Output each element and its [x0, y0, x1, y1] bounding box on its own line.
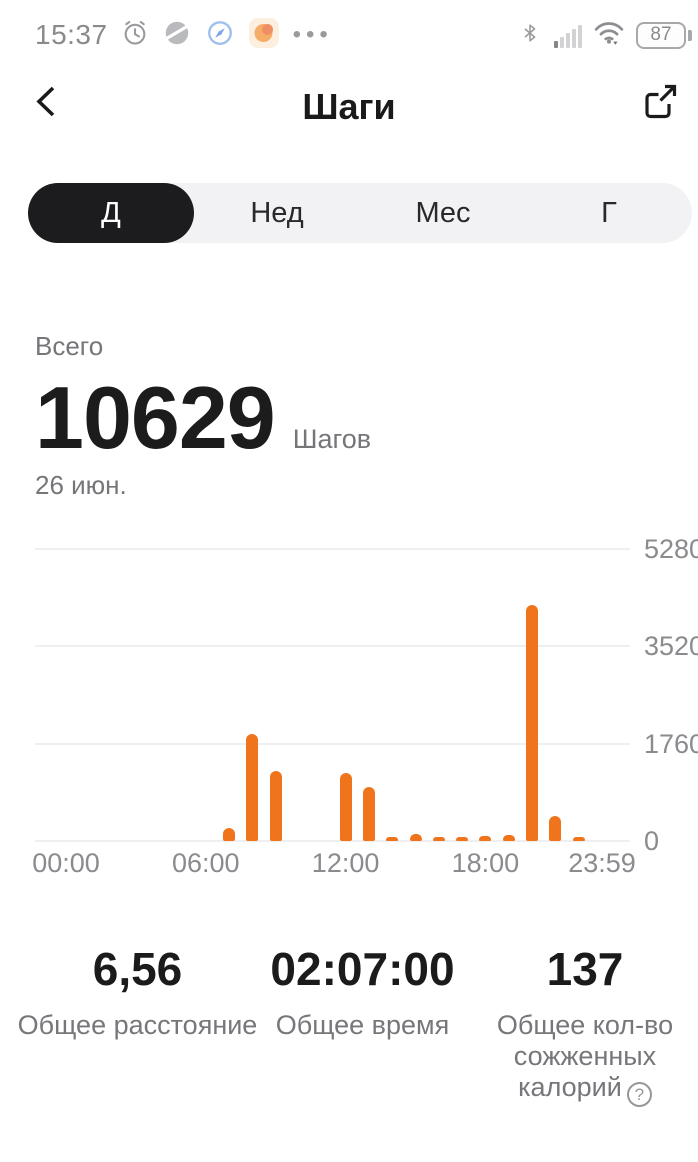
- total-steps-unit: Шагов: [292, 424, 372, 454]
- x-axis-tick-label: 23:59: [568, 848, 636, 878]
- alarm-icon: [121, 19, 149, 52]
- ellipsis-icon: •••: [292, 21, 333, 48]
- tab-day[interactable]: Д: [28, 183, 194, 243]
- chart-bar[interactable]: [386, 837, 399, 841]
- header: Шаги: [0, 78, 698, 136]
- y-axis-tick-label: 0: [644, 826, 660, 856]
- distance-label: Общее расстояние: [17, 1010, 258, 1040]
- status-bar-left: 15:37: [35, 17, 346, 54]
- stat-time: 02:07:00 Общее время: [245, 946, 480, 1041]
- battery-percent: 87: [636, 21, 686, 49]
- gridline: [35, 548, 630, 550]
- time-value: 02:07:00: [270, 943, 455, 995]
- tab-year[interactable]: Г: [601, 196, 617, 229]
- period-tabs: Д Нед Мес Г: [28, 183, 692, 243]
- stat-distance: 6,56 Общее расстояние: [10, 946, 265, 1041]
- status-bar: 15:37: [0, 12, 698, 58]
- y-axis-tick-label: 1760: [644, 728, 698, 759]
- chart-bar[interactable]: [456, 837, 469, 841]
- share-icon: [640, 81, 680, 124]
- page-title: Шаги: [302, 86, 396, 127]
- status-time: 15:37: [35, 19, 108, 50]
- share-button[interactable]: [638, 80, 682, 124]
- wifi-icon: [593, 19, 625, 51]
- signal-icon: [552, 22, 582, 48]
- chart-bar[interactable]: [479, 836, 492, 841]
- x-axis-tick-label: 06:00: [172, 848, 240, 878]
- chart-bar[interactable]: [409, 834, 422, 841]
- back-button[interactable]: [26, 80, 70, 124]
- chart-bar[interactable]: [339, 773, 352, 841]
- distance-value: 6,56: [92, 943, 183, 995]
- chart-bar[interactable]: [223, 828, 236, 841]
- planet-icon: [162, 18, 192, 53]
- x-axis-tick-label: 00:00: [32, 848, 100, 878]
- chevron-left-icon: [28, 81, 68, 124]
- gridline: [35, 645, 630, 648]
- calories-value: 137: [546, 943, 624, 995]
- chart-bar[interactable]: [526, 605, 538, 841]
- app-notification-icon: [248, 17, 280, 54]
- tab-month[interactable]: Мес: [415, 196, 471, 229]
- chart-bar[interactable]: [269, 771, 282, 841]
- chart-bar[interactable]: [502, 835, 515, 841]
- chart-bar[interactable]: [362, 787, 375, 841]
- total-label: Всего: [35, 331, 104, 361]
- calories-label: Общее кол-во сожженных калорий?: [478, 1010, 692, 1107]
- status-bar-right: 87: [508, 19, 692, 51]
- chart-bar[interactable]: [246, 734, 259, 841]
- y-axis-tick-label: 5280: [644, 534, 698, 564]
- date-label: 26 июн.: [35, 470, 127, 500]
- battery-icon: 87: [636, 21, 692, 49]
- y-axis-tick-label: 3520: [644, 631, 698, 662]
- steps-bar-chart[interactable]: 5280 3520 1760 0 00:00 06:00 12:00 18:00 23:59: [0, 534, 698, 900]
- total-row: 10629 Шагов: [35, 374, 371, 462]
- x-axis-tick-label: 18:00: [451, 848, 520, 878]
- chart-bar[interactable]: [549, 816, 562, 841]
- gridline: [35, 742, 630, 745]
- tab-week[interactable]: Нед: [250, 196, 304, 229]
- compass-icon: [205, 18, 235, 53]
- bluetooth-icon: [519, 20, 541, 51]
- battery-nub: [688, 29, 692, 41]
- stat-calories: 137 Общее кол-во сожженных калорий?: [478, 946, 692, 1107]
- chart-bar[interactable]: [572, 837, 585, 841]
- chart-bar[interactable]: [432, 837, 445, 841]
- help-icon[interactable]: ?: [626, 1082, 652, 1107]
- time-label: Общее время: [275, 1010, 450, 1040]
- total-steps-value: 10629: [35, 368, 276, 467]
- gridline: [35, 840, 630, 842]
- x-axis-tick-label: 12:00: [311, 848, 380, 878]
